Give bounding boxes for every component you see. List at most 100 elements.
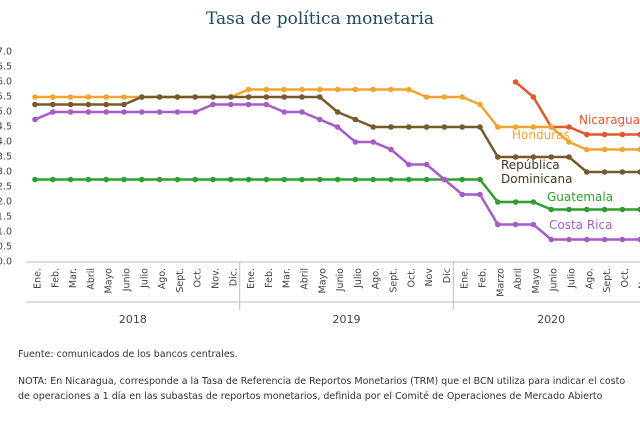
series-point xyxy=(103,94,109,100)
series-point xyxy=(192,109,198,115)
series-point xyxy=(32,101,38,108)
x-tick-label: Oct. xyxy=(406,268,417,287)
series-point xyxy=(530,221,537,228)
series-point xyxy=(601,146,608,153)
series-point xyxy=(495,154,501,160)
series-point xyxy=(317,86,323,93)
series-point xyxy=(50,176,56,183)
series-point xyxy=(352,176,359,183)
series-point xyxy=(67,109,74,115)
series-point xyxy=(210,94,216,100)
x-tick-label: Oct. xyxy=(620,268,631,287)
series-point xyxy=(548,236,554,243)
series-point xyxy=(423,176,430,183)
source: Fuente: comunicados de los bancos centra… xyxy=(18,349,238,360)
series-point xyxy=(423,94,430,100)
series-point xyxy=(584,236,590,243)
series-point xyxy=(103,101,109,108)
series-point xyxy=(495,221,501,228)
series-point xyxy=(423,124,430,130)
series-point xyxy=(601,169,608,175)
series-point xyxy=(281,176,288,183)
series-point xyxy=(85,109,92,115)
series-point xyxy=(245,86,252,93)
series-point xyxy=(67,94,74,100)
series-point xyxy=(619,206,626,213)
series-point xyxy=(566,124,572,130)
series-point xyxy=(477,124,483,130)
series-label: Guatemala xyxy=(547,190,614,204)
x-tick-label: Dic xyxy=(442,268,453,283)
series-point xyxy=(156,94,163,100)
series-point xyxy=(619,169,626,175)
series-point xyxy=(174,109,181,115)
series-line xyxy=(514,81,640,136)
x-tick-label: Junio xyxy=(549,268,560,292)
series-point xyxy=(566,154,572,160)
x-tick-label: Nov. xyxy=(211,268,222,289)
x-tick-label: Feb. xyxy=(478,268,489,288)
series-point xyxy=(334,124,341,130)
x-tick-label: Sept. xyxy=(175,268,186,293)
series-point xyxy=(423,161,430,168)
y-tick-label: 0.5 xyxy=(0,242,12,253)
series-point xyxy=(299,94,305,100)
series-point xyxy=(619,131,626,138)
series-point xyxy=(459,191,466,198)
x-tick-label: Nov. xyxy=(638,268,640,289)
series-point xyxy=(334,109,341,115)
series-point xyxy=(370,139,377,145)
series-point xyxy=(334,176,341,183)
series-point xyxy=(637,206,640,213)
series-point xyxy=(210,101,216,108)
series-point xyxy=(637,146,640,153)
series-point xyxy=(459,124,466,130)
series-point xyxy=(263,101,270,108)
series-point xyxy=(512,79,519,85)
series-point xyxy=(584,169,590,175)
series-point xyxy=(406,124,412,130)
series-point xyxy=(637,169,640,175)
series-point xyxy=(601,236,608,243)
series-point xyxy=(263,94,270,100)
x-tick-label: Dic. xyxy=(228,268,239,286)
series-point xyxy=(406,161,412,168)
series-point xyxy=(441,94,448,100)
series-point xyxy=(601,206,608,213)
series-point xyxy=(50,101,56,108)
series-label: República Dominicana xyxy=(501,158,573,186)
series-point xyxy=(192,94,198,100)
y-tick-label: 0.0 xyxy=(0,257,12,268)
x-tick-label: Ene. xyxy=(460,268,471,289)
y-tick-label: 5.0 xyxy=(0,107,12,118)
series-point xyxy=(299,176,305,183)
x-tick-label: Nov xyxy=(424,268,435,287)
series-point xyxy=(584,206,590,213)
series-point xyxy=(299,86,305,93)
y-tick-label: 7.0 xyxy=(0,47,12,58)
series-point xyxy=(388,176,394,183)
series-point xyxy=(530,124,537,130)
y-tick-label: 2.5 xyxy=(0,182,12,193)
series-point xyxy=(370,124,377,130)
series-label: Costa Rica xyxy=(549,218,613,232)
series-point xyxy=(317,176,323,183)
series-point xyxy=(566,206,572,213)
x-tick-label: Mar. xyxy=(68,268,79,288)
series-point xyxy=(566,236,572,243)
series-point xyxy=(210,176,216,183)
series-point xyxy=(317,116,323,123)
x-tick-label: Abril xyxy=(513,268,524,290)
series-point xyxy=(139,94,145,100)
series-point xyxy=(530,154,537,160)
series-point xyxy=(139,176,145,183)
y-tick-label: 4.5 xyxy=(0,122,12,133)
series-point xyxy=(370,86,377,93)
x-tick-label: Feb. xyxy=(264,268,275,288)
x-tick-label: Ago. xyxy=(157,268,168,289)
y-tick-label: 3.5 xyxy=(0,152,12,163)
series-point xyxy=(67,101,74,108)
series-point xyxy=(263,86,270,93)
